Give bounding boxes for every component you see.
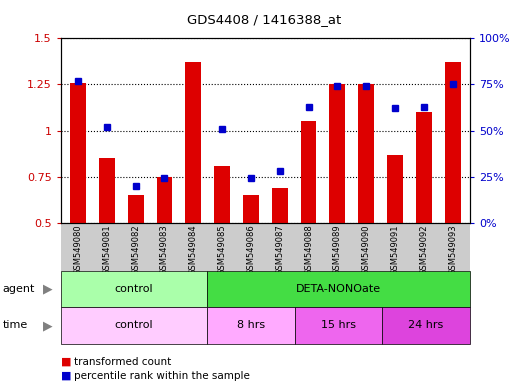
Bar <box>359 84 374 223</box>
Bar <box>128 195 144 223</box>
Text: 8 hrs: 8 hrs <box>237 320 265 331</box>
Text: percentile rank within the sample: percentile rank within the sample <box>74 371 250 381</box>
Bar <box>387 154 403 223</box>
Bar <box>99 158 115 223</box>
Bar <box>445 62 460 223</box>
Bar <box>272 188 288 223</box>
Bar <box>329 84 345 223</box>
Bar <box>214 166 230 223</box>
Bar <box>156 177 172 223</box>
Text: control: control <box>115 320 153 331</box>
Text: agent: agent <box>3 284 35 294</box>
Text: control: control <box>115 284 153 294</box>
Text: 15 hrs: 15 hrs <box>321 320 356 331</box>
Text: 24 hrs: 24 hrs <box>409 320 444 331</box>
Bar <box>185 62 201 223</box>
Bar <box>416 112 432 223</box>
Bar <box>300 121 316 223</box>
Text: ▶: ▶ <box>43 283 52 295</box>
Text: DETA-NONOate: DETA-NONOate <box>296 284 381 294</box>
Bar <box>70 83 86 223</box>
Text: ■: ■ <box>61 357 71 367</box>
Text: GDS4408 / 1416388_at: GDS4408 / 1416388_at <box>187 13 341 26</box>
Bar <box>243 195 259 223</box>
Text: ■: ■ <box>61 371 71 381</box>
Text: transformed count: transformed count <box>74 357 171 367</box>
Text: time: time <box>3 320 28 331</box>
Text: ▶: ▶ <box>43 319 52 332</box>
